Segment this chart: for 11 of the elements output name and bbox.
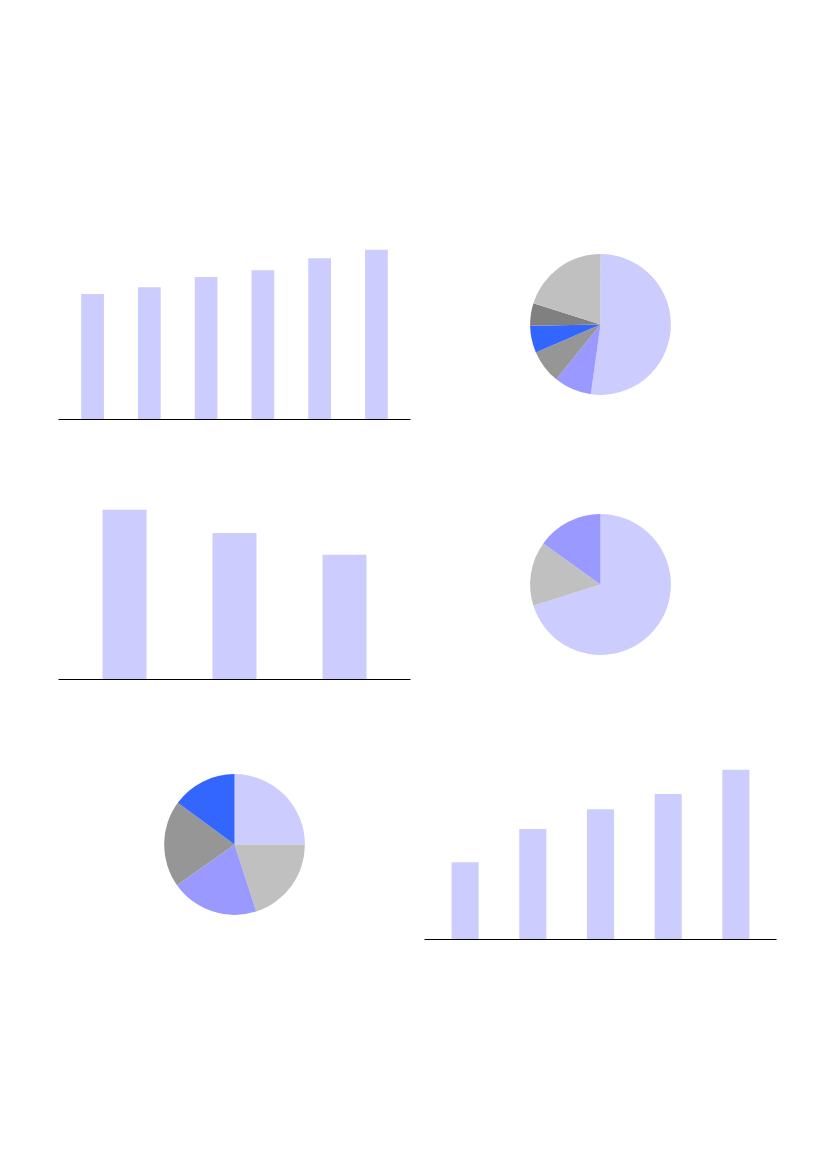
bar	[251, 270, 275, 420]
bar	[586, 809, 615, 940]
bar	[365, 249, 388, 420]
bar	[308, 258, 332, 420]
bar	[137, 287, 161, 420]
bar	[722, 769, 750, 940]
bar	[194, 277, 218, 420]
bar	[654, 794, 682, 940]
bar	[451, 862, 479, 940]
bar	[519, 828, 547, 940]
bar	[81, 293, 104, 420]
